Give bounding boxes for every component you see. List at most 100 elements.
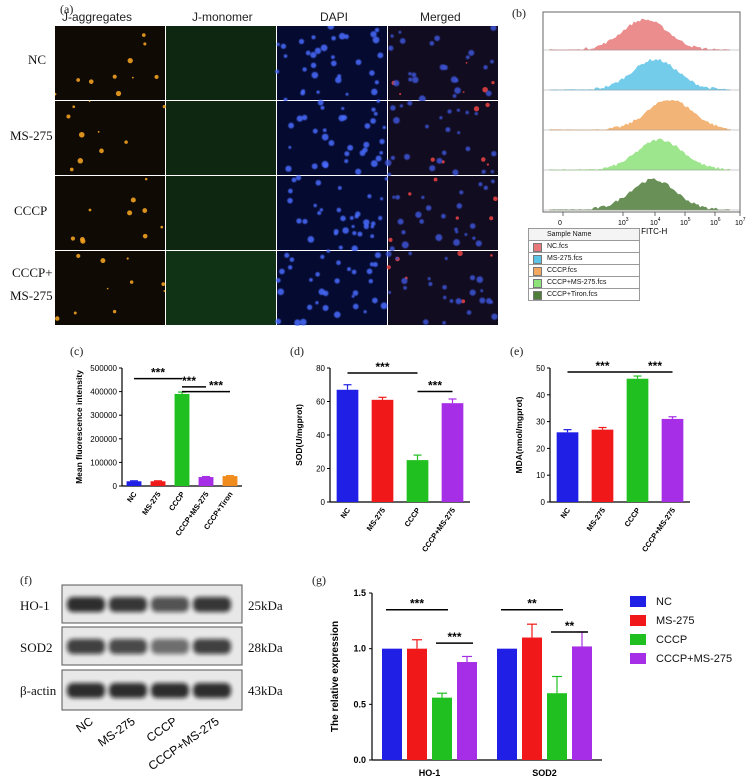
bar — [222, 476, 238, 486]
nucleus — [368, 278, 374, 284]
micro-tile-haze — [166, 176, 276, 250]
nucleus — [307, 304, 313, 310]
flow-legend: Sample Name NC.fcs MS-275.fcs CCCP.fcs CCCP… — [528, 228, 640, 301]
nucleus — [341, 106, 345, 111]
y-axis-label: Mean fluorescence intensity — [74, 370, 84, 484]
wb-label-ho1: HO-1 — [20, 598, 50, 613]
panel-label-d: (d) — [290, 344, 304, 358]
nucleus — [379, 150, 384, 155]
nucleus — [376, 99, 381, 103]
x-tick-label: CCCP+MS-275 — [640, 506, 677, 554]
nucleus — [294, 319, 301, 326]
flow-legend-label: NC.fcs — [547, 243, 568, 250]
nucleus — [317, 210, 322, 215]
chart-d: 0 20 40 60 80 SOD(U/mgprot) NC MS-275 CCCPCCCP+M… — [294, 360, 470, 554]
nucleus — [395, 194, 400, 200]
nucleus — [327, 26, 335, 30]
significance-label: *** — [410, 597, 424, 611]
x-category-label: SOD2 — [532, 768, 557, 778]
nucleus — [352, 303, 359, 310]
legend-g-item: MS-275 — [630, 615, 732, 634]
bar — [371, 399, 394, 502]
nucleus — [379, 138, 385, 145]
wb-label-sod2: SOD2 — [20, 640, 53, 655]
nucleus — [489, 300, 494, 304]
nucleus — [384, 159, 392, 167]
nucleus — [382, 125, 386, 130]
nucleus — [378, 215, 383, 221]
flow-histogram-2 — [549, 58, 731, 91]
micro-spot — [455, 216, 459, 220]
micro-spot — [88, 208, 92, 212]
x-tick-label: CCCP+MS-275 — [420, 506, 457, 554]
y-tick-label: 20 — [316, 465, 325, 474]
nucleus — [336, 207, 342, 213]
micro-tile-haze — [166, 26, 276, 100]
flow-frame — [542, 11, 741, 213]
nucleus — [351, 294, 355, 298]
nucleus — [291, 177, 297, 183]
nucleus — [310, 62, 317, 69]
nucleus — [341, 114, 348, 121]
nucleus — [465, 110, 469, 115]
micro-spot — [78, 131, 85, 138]
row-label-ms275: MS-275 — [10, 128, 53, 143]
nucleus — [334, 278, 340, 284]
flow-histogram-3 — [549, 99, 731, 131]
nucleus — [319, 208, 324, 212]
nucleus — [340, 215, 346, 222]
flow-tick-label: 104 — [650, 217, 661, 227]
nucleus — [320, 44, 328, 52]
y-tick-label: 1.0 — [353, 644, 366, 654]
micro-spot — [461, 299, 466, 304]
y-tick-label: 0.5 — [353, 699, 366, 709]
blot-band — [109, 639, 147, 654]
nucleus — [312, 128, 318, 134]
micro-spot — [161, 282, 166, 287]
nucleus — [331, 35, 336, 41]
flow-legend-label: CCCP.fcs — [547, 267, 577, 274]
nucleus — [485, 90, 492, 97]
flow-legend-swatch — [533, 279, 542, 288]
micro-tile-haze — [166, 101, 276, 175]
micro-spot — [486, 163, 490, 166]
nucleus — [399, 38, 406, 44]
nucleus — [316, 90, 320, 94]
significance-label: *** — [182, 374, 196, 388]
nucleus — [280, 43, 287, 49]
blot-band — [193, 597, 231, 612]
panel-label-g: (g) — [312, 573, 326, 587]
nucleus — [336, 260, 341, 266]
flow-legend-label: CCCP+Tiron.fcs — [547, 291, 598, 298]
flow-tick-label: 105 — [680, 217, 691, 227]
panel-label-f: (f) — [20, 573, 32, 587]
nucleus — [295, 175, 302, 181]
y-tick-label: 0.0 — [353, 755, 366, 765]
nucleus — [481, 169, 486, 174]
significance-label: *** — [428, 378, 442, 392]
nucleus — [366, 268, 373, 275]
nucleus — [285, 165, 292, 172]
micro-spot — [55, 316, 60, 321]
row-label-nc: NC — [28, 52, 47, 67]
microscopy-grid — [55, 26, 498, 326]
flow-legend-row: NC.fcs — [528, 241, 640, 253]
nucleus — [351, 269, 357, 275]
nucleus — [369, 70, 375, 76]
y-tick-label: 40 — [316, 431, 325, 440]
flow-legend-row: CCCP+Tiron.fcs — [528, 289, 640, 301]
nucleus — [283, 54, 288, 58]
blot-band — [193, 683, 231, 698]
micro-spot — [465, 62, 468, 64]
nucleus — [476, 276, 484, 283]
bar — [522, 637, 542, 760]
nucleus — [367, 194, 372, 199]
flow-legend-swatch — [533, 291, 542, 300]
bar — [661, 418, 684, 502]
nucleus — [480, 289, 484, 293]
micro-tile — [277, 251, 387, 325]
x-tick-label: CCCP — [623, 506, 643, 529]
flow-tick-exponent: 4 — [658, 217, 661, 223]
nucleus — [447, 109, 452, 114]
nucleus — [374, 252, 381, 259]
